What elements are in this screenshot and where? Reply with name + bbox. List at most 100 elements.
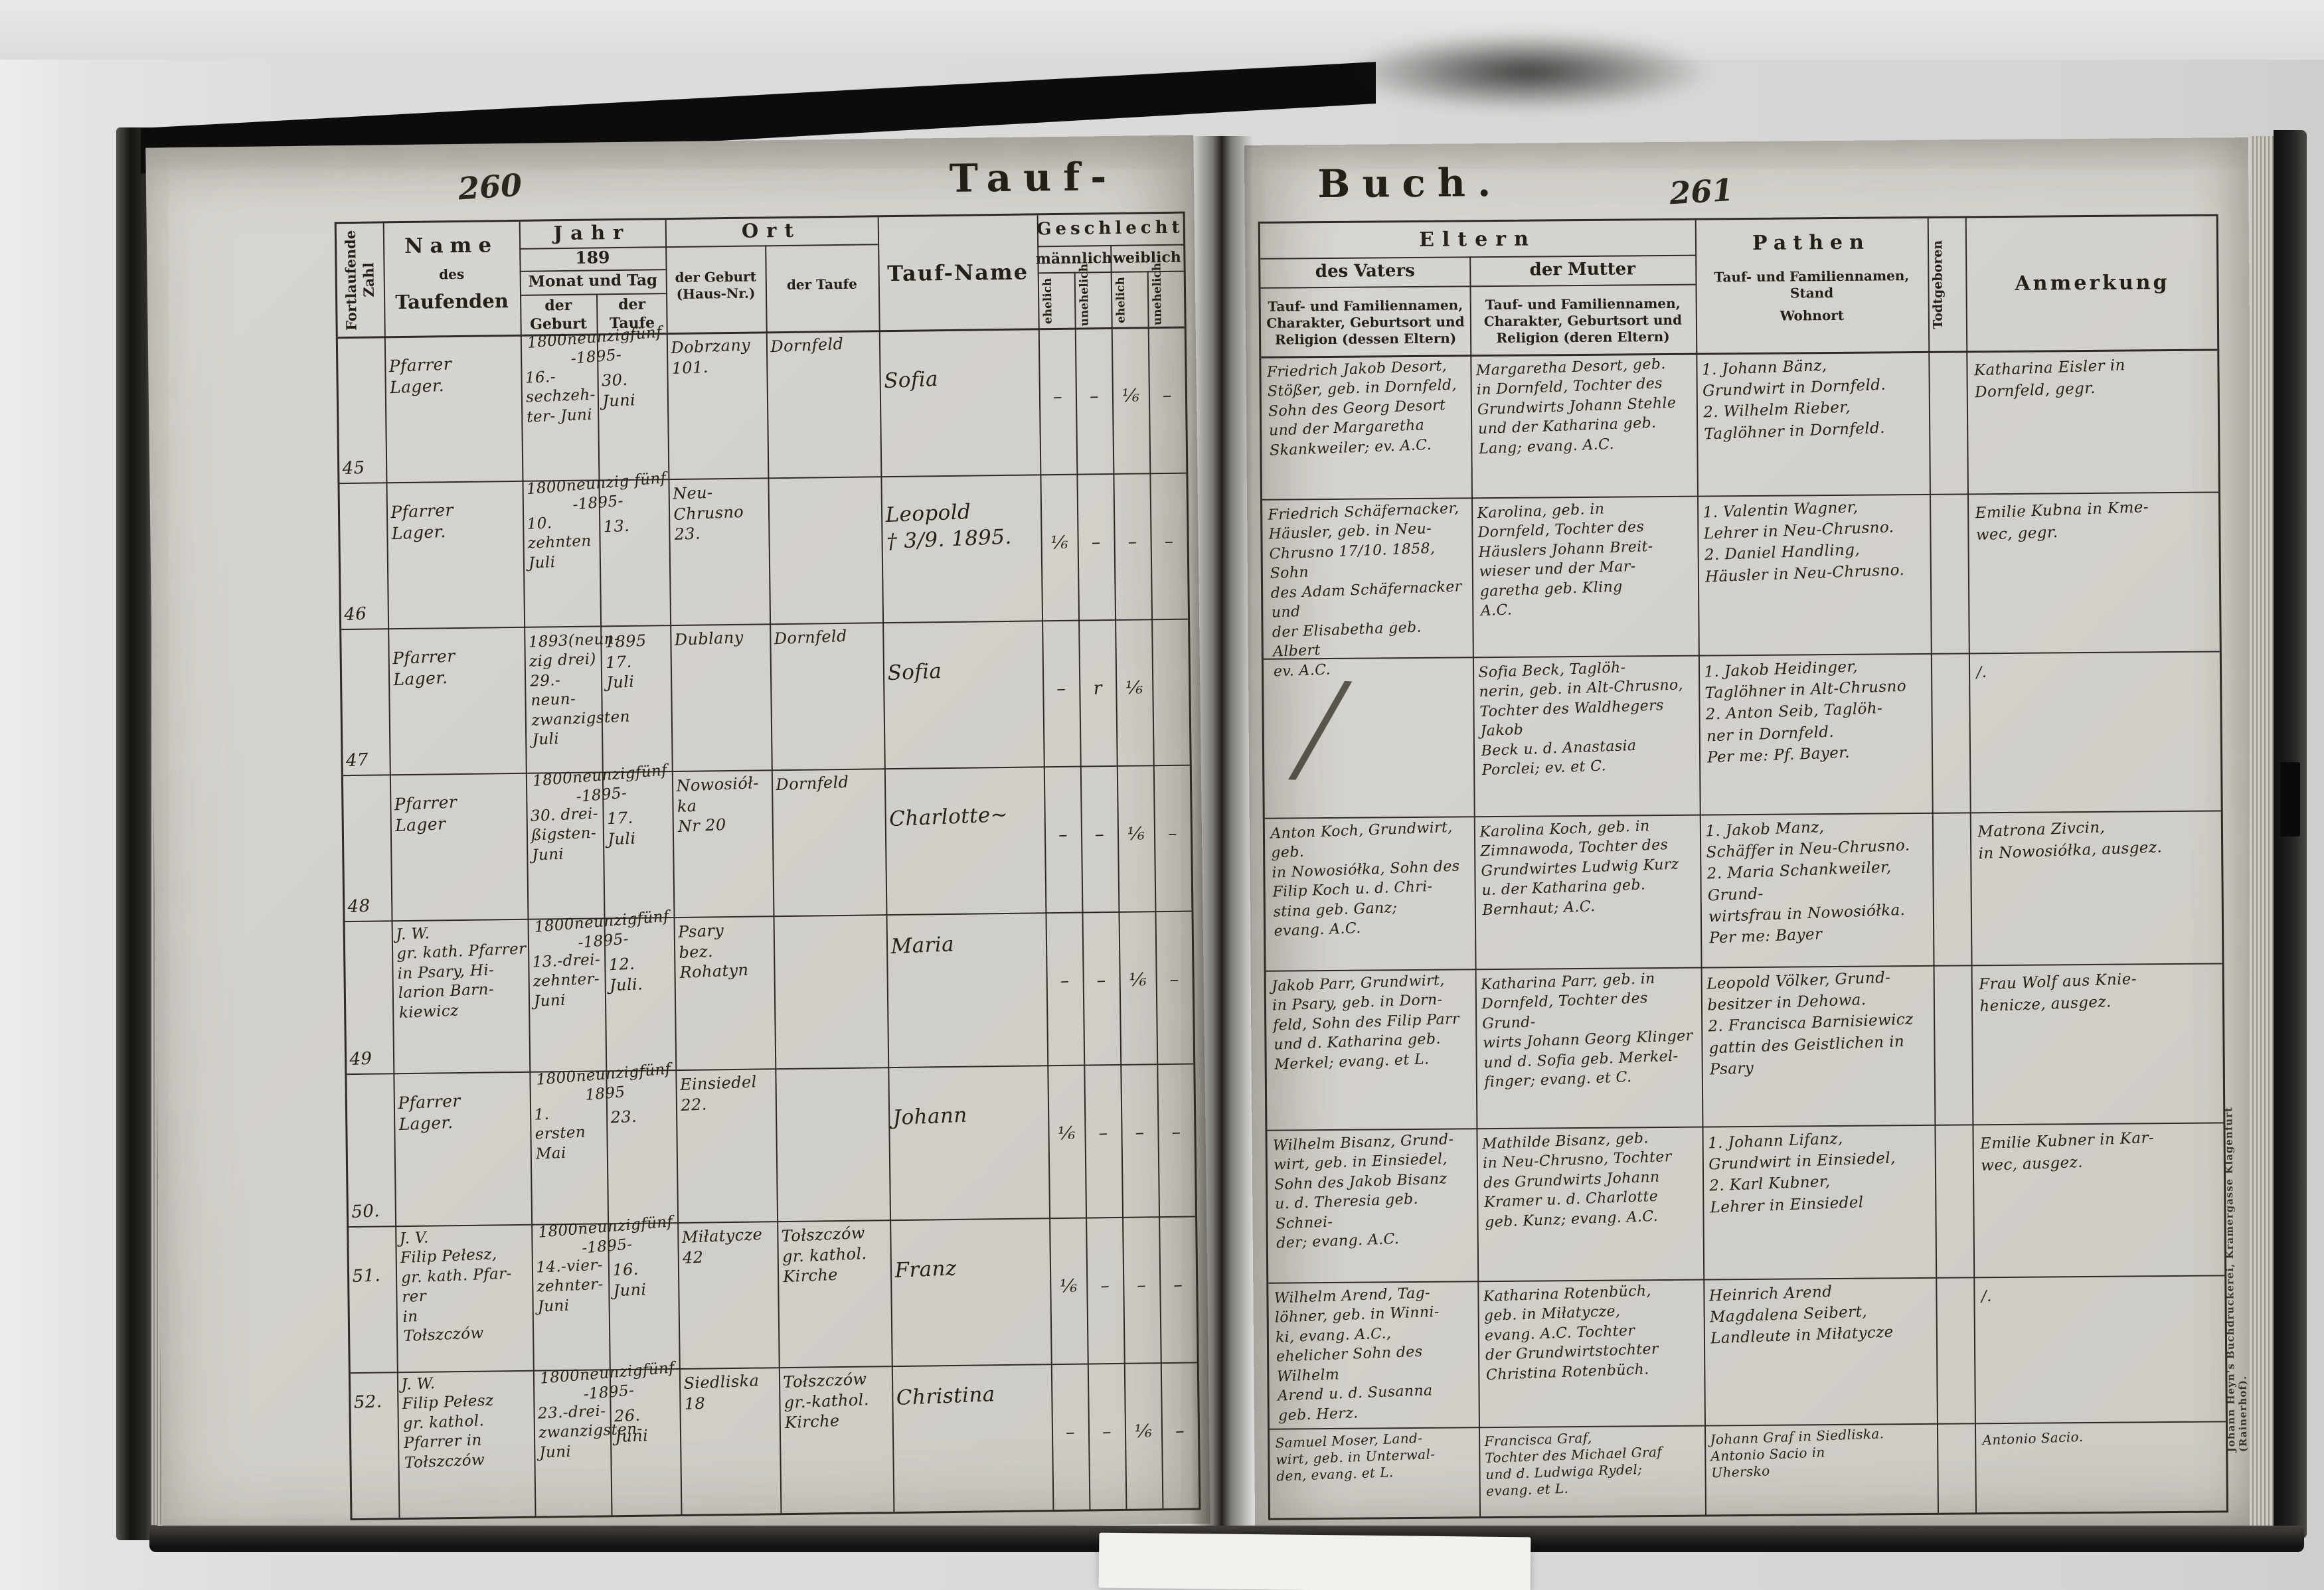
cell-pathen: 1. Johann Bänz, Grundwirt in Dornfeld. 2… (1701, 357, 1886, 443)
header-ort-geburt: der Geburt (Haus-Nr.) (675, 268, 757, 302)
cell-taufender: J. V. Filip Pełesz, gr. kath. Pfar- rer … (399, 1229, 513, 1346)
mark-weiblich-unehelich: – (1164, 530, 1175, 552)
cell-ort-taufe (772, 479, 878, 483)
cell-ort-taufe: Dornfeld (775, 772, 849, 795)
page-title-right: Buch. (1317, 159, 1503, 207)
cell-vater: Samuel Moser, Land- wirt, geb. in Unterw… (1275, 1429, 1436, 1484)
cell-taufender: J. W. Filip Pełesz gr. kathol. Pfarrer i… (400, 1375, 494, 1472)
register-row-47-right: ╱ Sofia Beck, Taglöh- nerin, geb. in Alt… (1264, 651, 2221, 817)
cell-pathen: Johann Graf in Siedliska. Antonio Sacio … (1710, 1425, 1884, 1481)
header-weiblich: weiblich (1112, 248, 1181, 267)
register-row-50-right: Wilhelm Bisanz, Grund- wirt, geb. in Ein… (1267, 1122, 2224, 1282)
cell-taufname: Leopold † 3/9. 1895. (884, 499, 1013, 554)
cell-anmerkung: Frau Wolf aus Knie- henicze, ausgez. (1978, 970, 2137, 1016)
cell-ort-taufe: Dornfeld (774, 626, 848, 649)
header-anmerkung: Anmerkung (2015, 270, 2170, 295)
mark-maennlich-unehelich: – (1089, 386, 1100, 407)
register-row-45: 45 Pfarrer Lager. 1800neunzigfünf -1895-… (338, 323, 1187, 483)
loose-paper-strip (1098, 1532, 1531, 1590)
mark-weiblich-unehelich: – (1171, 1121, 1182, 1143)
cell-vater: Wilhelm Arend, Tag- löhner, geb. in Winn… (1274, 1285, 1440, 1425)
book-gutter-shadow (1191, 136, 1253, 1534)
header-jahr: Jahr (553, 221, 631, 245)
mark-weiblich-ehelich: ⅙ (1125, 677, 1144, 699)
mark-weiblich-ehelich: ⅙ (1128, 969, 1147, 991)
cell-mutter: Karolina Koch, geb. in Zimnawoda, Tochte… (1479, 818, 1679, 919)
header-pathen-desc1: Tauf- und Familiennamen, Stand (1714, 268, 1910, 301)
cell-anmerkung: Emilie Kubna in Kme- wec, gegr. (1975, 498, 2149, 544)
cell-ort-geburt: Einsiedel 22. (679, 1072, 758, 1115)
cell-ort-taufe (778, 917, 884, 921)
header-ort-taufe: der Taufe (786, 276, 858, 293)
header-maennlich: männlich (1035, 249, 1113, 268)
cell-tauftag: 1895 17. Juli (604, 631, 647, 692)
cell-tauftag: 26. Juni (614, 1405, 649, 1446)
cell-pathen: Heinrich Arend Magdalena Seibert, Landle… (1708, 1283, 1894, 1348)
mark-weiblich-unehelich (1152, 676, 1189, 677)
mark-weiblich-unehelich: – (1169, 969, 1180, 991)
mark-maennlich-ehelich: – (1056, 678, 1066, 700)
mark-weiblich-unehelich: – (1167, 823, 1178, 844)
header-mutter-desc: Tauf- und Familiennamen, Charakter, Gebu… (1483, 295, 1683, 346)
cell-pathen: Leopold Völker, Grund- besitzer in Dehow… (1706, 969, 1914, 1079)
cell-anmerkung: Matrona Zivcin, in Nowosiółka, ausgez. (1977, 819, 2163, 863)
cell-tauftag: 16. Juni (612, 1259, 647, 1300)
mark-weiblich-ehelich: ⅙ (1127, 823, 1145, 845)
mark-weiblich-ehelich: – (1136, 1275, 1147, 1297)
header-fortlaufende-zahl: Fortlaufende Zahl (341, 230, 377, 331)
mark-weiblich-unehelich: – (1162, 384, 1173, 406)
cell-ort-geburt: Siedliska 18 (683, 1371, 760, 1413)
mark-maennlich-unehelich: – (1098, 1123, 1109, 1144)
header-des-vaters: des Vaters (1315, 261, 1415, 282)
header-der-mutter: der Mutter (1529, 259, 1636, 280)
cell-pathen: 1. Jakob Heidinger, Taglöhner in Alt-Chr… (1704, 658, 1907, 767)
register-row-47: 47 Pfarrer Lager. 1893(neun- zig drei) 2… (341, 619, 1190, 775)
header-pathen-desc2: Wohnort (1780, 307, 1845, 324)
mark-weiblich-ehelich: ⅙ (1121, 385, 1140, 407)
mark-maennlich-unehelich: r (1093, 678, 1103, 699)
cell-taufender: Pfarrer Lager. (397, 1091, 461, 1135)
cell-tauftag: 17. Juli (606, 808, 636, 848)
cell-taufname: Maria (890, 932, 955, 959)
header-eltern: Eltern (1418, 227, 1536, 252)
mark-maennlich-ehelich: – (1052, 386, 1063, 408)
cell-geburtstag: 30. drei- ßigsten- Juni (530, 805, 599, 864)
mark-weiblich-ehelich: ⅙ (1134, 1421, 1153, 1443)
cell-mutter: Karolina, geb. in Dornfeld, Tochter des … (1477, 501, 1654, 620)
cell-taufender: Pfarrer Lager (394, 792, 457, 836)
cell-geburtstag: 1. ersten Mai (533, 1105, 586, 1163)
register-row-52: 52. J. W. Filip Pełesz gr. kathol. Pfarr… (351, 1359, 1199, 1519)
cell-geburtstag: 10. zehnten Juli (527, 515, 592, 572)
page-stack-right (2250, 136, 2274, 1537)
cell-anmerkung: Antonio Sacio. (1982, 1428, 2084, 1449)
row-number: 52. (353, 1391, 382, 1413)
header-unehelich-w: unehelich (1150, 262, 1165, 326)
header-monat-und-tag: Monat und Tag (528, 271, 658, 291)
right-register-table: Eltern des Vaters der Mutter Tauf- und F… (1258, 214, 2229, 1520)
register-row-45-right: Friedrich Jakob Desort, Stößer, geb. in … (1261, 349, 2218, 499)
cell-ort-geburt: Neu-Chrusno 23. (672, 483, 744, 544)
cell-anmerkung: /. (1981, 1287, 1993, 1306)
header-jahr-189: 189 (575, 248, 610, 268)
page-number-right: 261 (1668, 171, 1734, 212)
mark-weiblich-ehelich: – (1127, 531, 1138, 553)
cell-geburtstag: 23.-drei- zwanzigsten- Juni (537, 1402, 643, 1462)
cell-ort-taufe: Tołszczów gr. kathol. Kirche (781, 1224, 868, 1287)
cell-vater-cancelled: ╱ (1291, 678, 1349, 782)
mark-maennlich-ehelich: – (1065, 1421, 1076, 1443)
header-taufenden: Taufenden (395, 289, 509, 314)
cell-taufender: Pfarrer Lager. (392, 646, 456, 690)
rule (1260, 283, 1696, 289)
page-number-left: 260 (457, 167, 523, 207)
cell-vater: Friedrich Jakob Desort, Stößer, geb. in … (1266, 358, 1457, 459)
cell-mutter: Mathilde Bisanz, geb. in Neu-Chrusno, To… (1481, 1130, 1673, 1231)
register-row-49: 49 J. W. gr. kath. Pfarrer in Psary, Hi-… (345, 908, 1194, 1074)
cell-ort-taufe: Tołszczów gr.-kathol. Kirche (782, 1370, 870, 1433)
cell-geburtstag: 1893(neun- zig drei) 29.-neun- zwanzigst… (528, 630, 631, 749)
cell-taufender: J. W. gr. kath. Pfarrer in Psary, Hi- la… (395, 925, 527, 1022)
mark-maennlich-ehelich: ⅙ (1059, 1275, 1078, 1297)
cell-ort-taufe (779, 1070, 885, 1073)
register-row-51: 51. J. V. Filip Pełesz, gr. kath. Pfar- … (349, 1213, 1197, 1373)
row-number: 47 (345, 750, 369, 771)
